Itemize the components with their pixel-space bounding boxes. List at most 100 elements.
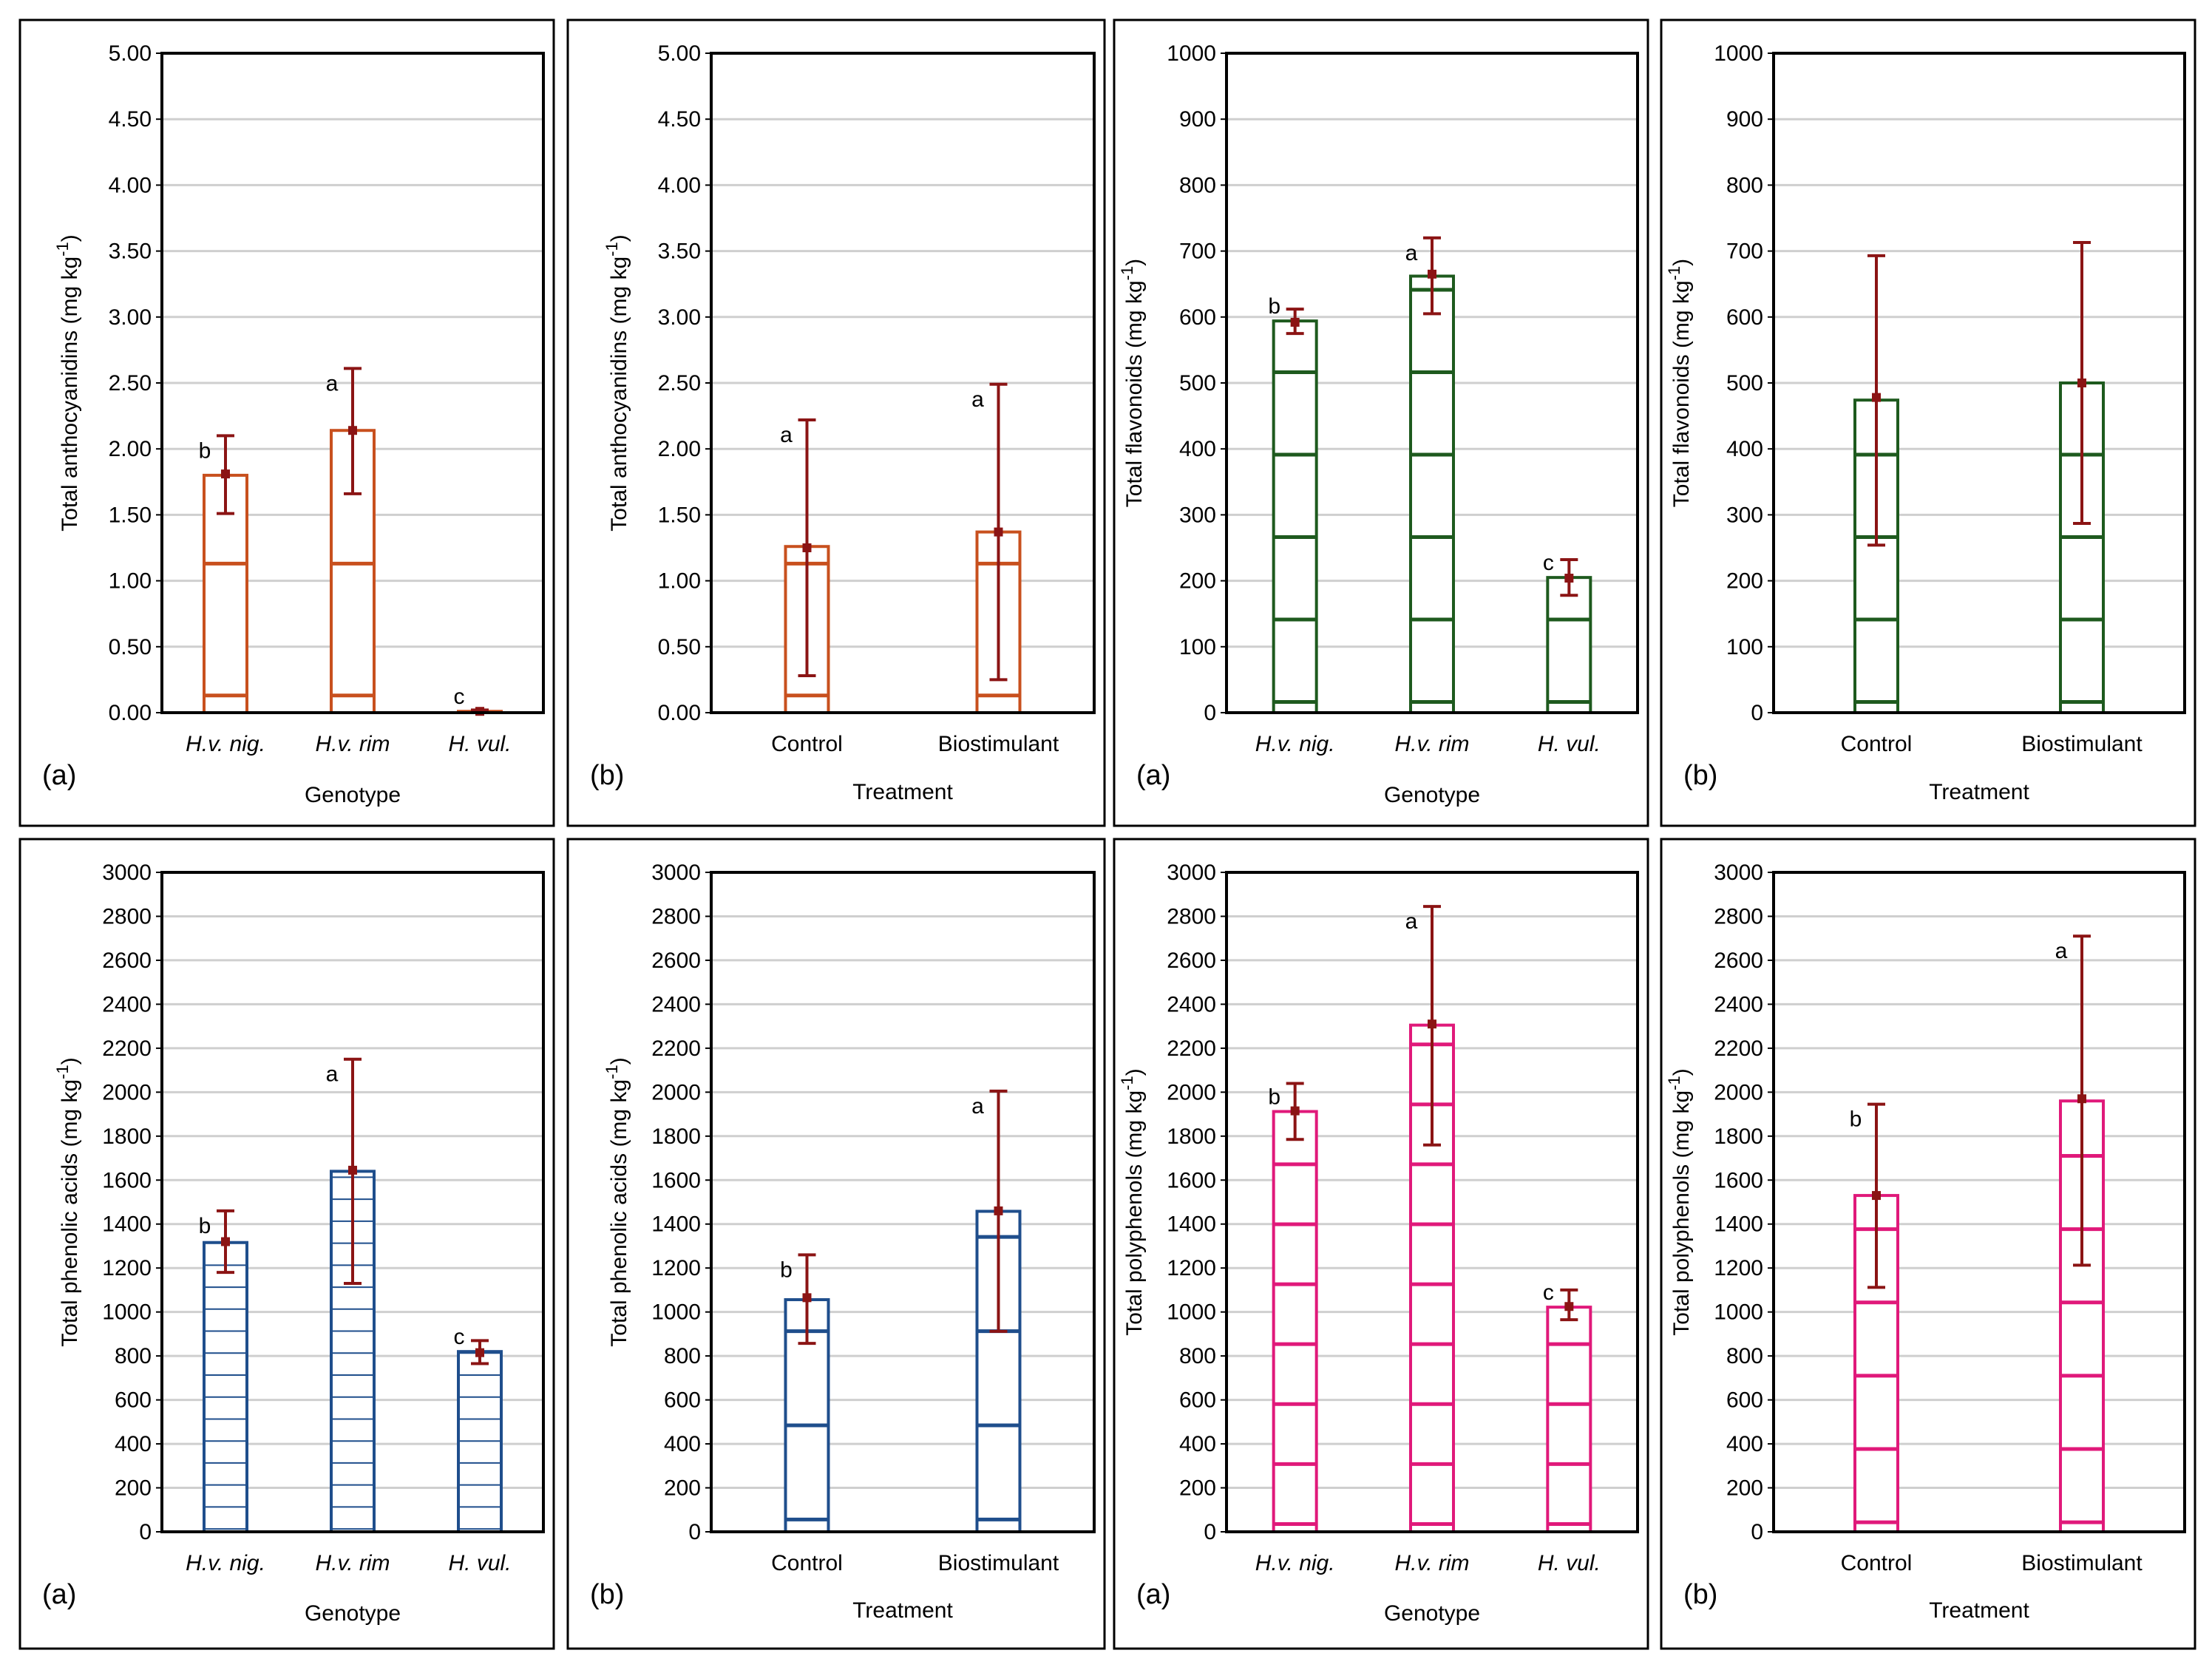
- y-tick-label: 2200: [651, 1036, 701, 1061]
- y-tick-label: 2000: [102, 1080, 152, 1104]
- y-tick-label: 2800: [1167, 904, 1216, 929]
- panel-label: (a): [42, 760, 76, 791]
- error-bar: [989, 1089, 1008, 1333]
- y-axis-label: Total phenolic acids (mg kg-1): [603, 1057, 631, 1346]
- y-tick-label: 1000: [651, 1300, 701, 1325]
- y-tick-label: 5.00: [658, 41, 701, 66]
- y-tick-label: 100: [1726, 635, 1763, 659]
- y-tick-label: 200: [664, 1476, 701, 1501]
- y-tick-label: 0: [688, 1520, 701, 1544]
- y-tick-label: 2000: [651, 1080, 701, 1104]
- panel-label: (a): [1136, 1579, 1170, 1610]
- significance-letter: b: [780, 1258, 793, 1282]
- y-tick-label: 2400: [102, 992, 152, 1017]
- y-tick-label: 500: [1179, 371, 1216, 396]
- y-tick-label: 2600: [651, 949, 701, 973]
- panel-label: (a): [1136, 760, 1170, 791]
- panel-label: (a): [42, 1579, 76, 1610]
- y-tick-label: 2200: [1167, 1036, 1216, 1061]
- y-tick-label: 1200: [1167, 1256, 1216, 1280]
- y-tick-label: 600: [1726, 305, 1763, 330]
- mean-marker: [994, 1206, 1003, 1215]
- plot-area: [1225, 871, 1639, 1533]
- y-tick-label: 500: [1726, 371, 1763, 396]
- y-tick-label: 1.50: [658, 503, 701, 527]
- y-tick-label: 1000: [1167, 41, 1216, 66]
- x-tick-label: Control: [771, 1551, 843, 1575]
- y-tick-label: 0: [1204, 1520, 1216, 1544]
- y-tick-label: 3000: [1167, 861, 1216, 885]
- y-tick-label: 200: [115, 1476, 152, 1501]
- plot-area: [1772, 871, 2186, 1533]
- significance-letter: a: [971, 1094, 984, 1119]
- y-tick-label: 2600: [1167, 949, 1216, 973]
- error-bar: [989, 382, 1008, 682]
- x-tick-label: Control: [771, 732, 843, 756]
- x-tick-label: Control: [1841, 1551, 1913, 1575]
- y-tick-label: 600: [664, 1388, 701, 1413]
- x-tick-label: H. vul.: [448, 732, 511, 756]
- error-bar: [2073, 934, 2091, 1267]
- y-tick-label: 2000: [1714, 1080, 1763, 1104]
- y-tick-label: 0.50: [658, 635, 701, 659]
- panel-label: (b): [590, 1579, 624, 1610]
- mean-marker: [221, 469, 230, 479]
- x-tick-label: H.v. rim: [1394, 1551, 1469, 1575]
- y-tick-label: 1400: [1714, 1212, 1763, 1237]
- y-tick-label: 1.00: [658, 569, 701, 594]
- y-tick-label: 1.50: [109, 503, 152, 527]
- y-tick-label: 400: [1179, 437, 1216, 461]
- x-tick-label: Biostimulant: [2021, 732, 2143, 756]
- y-tick-label: 200: [1179, 569, 1216, 594]
- chart-panel: 0.00 0.50 1.00 1.50 2.00 2.50 3.00 3.50 4.00 4.50…: [18, 18, 555, 827]
- error-bar: [1286, 1082, 1304, 1141]
- y-tick-label: 2600: [1714, 949, 1763, 973]
- y-axis-label: Total anthocyanidins (mg kg-1): [603, 234, 631, 531]
- y-tick-label: 800: [1179, 173, 1216, 197]
- y-tick-label: 200: [1179, 1476, 1216, 1501]
- bar: [1272, 1110, 1318, 1533]
- panel-frame: [566, 18, 1106, 827]
- error-bar: [471, 1339, 489, 1365]
- error-bar: [1867, 254, 1885, 547]
- plot-area: [160, 52, 545, 714]
- y-tick-label: 1000: [102, 1300, 152, 1325]
- significance-letter: a: [2055, 939, 2068, 963]
- error-bar: [798, 1253, 816, 1346]
- bar: [1272, 319, 1318, 715]
- bar-series: [203, 1057, 503, 1534]
- y-tick-label: 100: [1179, 635, 1216, 659]
- mean-marker: [1428, 269, 1436, 279]
- x-tick-label: H.v. nig.: [1255, 1551, 1335, 1575]
- y-tick-label: 3.50: [109, 240, 152, 264]
- y-tick-label: 1.00: [109, 569, 152, 594]
- x-tick-label: Control: [1841, 732, 1913, 756]
- y-tick-label: 800: [115, 1344, 152, 1368]
- error-bar: [344, 367, 362, 495]
- bar: [1546, 576, 1592, 715]
- x-tick-label: H. vul.: [448, 1551, 511, 1575]
- y-tick-label: 600: [1179, 1388, 1216, 1413]
- x-tick-label: H.v. nig.: [1255, 732, 1335, 756]
- y-tick-label: 2400: [1714, 992, 1763, 1017]
- x-tick-label: H. vul.: [1538, 1551, 1601, 1575]
- y-tick-label: 4.50: [109, 107, 152, 132]
- mean-marker: [1872, 1191, 1881, 1201]
- y-tick-label: 700: [1726, 240, 1763, 264]
- y-axis-label: Total polyphenols (mg kg-1): [1118, 1068, 1147, 1335]
- y-tick-label: 4.50: [658, 107, 701, 132]
- y-tick-label: 800: [1726, 173, 1763, 197]
- significance-letter: a: [971, 387, 984, 412]
- error-bar: [1423, 905, 1441, 1147]
- error-bar: [217, 1209, 234, 1275]
- mean-marker: [1428, 1019, 1436, 1029]
- y-tick-label: 0.50: [109, 635, 152, 659]
- y-tick-label: 1600: [102, 1168, 152, 1192]
- significance-letter: a: [1405, 241, 1418, 265]
- y-tick-label: 400: [1179, 1432, 1216, 1456]
- significance-letter: b: [1268, 1085, 1280, 1109]
- y-tick-label: 3000: [651, 861, 701, 885]
- plot-area: [1772, 52, 2186, 714]
- mean-marker: [1564, 574, 1574, 583]
- panel-frame: [18, 18, 555, 827]
